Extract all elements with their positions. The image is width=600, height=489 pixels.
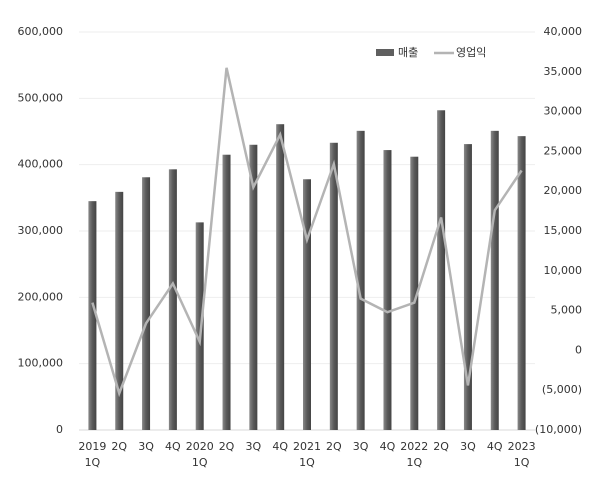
x-group-label: 2020 — [186, 440, 214, 453]
y2-tick-label: 15,000 — [544, 224, 583, 237]
y2-tick-label: 20,000 — [544, 184, 583, 197]
bar — [517, 136, 526, 431]
x-group-label: 2019 — [78, 440, 106, 453]
y2-tick-label: (5,000) — [542, 383, 582, 396]
x-group-label: 2022 — [400, 440, 428, 453]
legend-label: 매출 — [398, 46, 418, 59]
y-tick-label: 500,000 — [18, 91, 64, 104]
x-tick-label: 3Q — [460, 440, 476, 453]
bar — [249, 144, 258, 430]
y2-tick-label: 10,000 — [544, 264, 583, 277]
x-tick-label: 4Q — [380, 440, 396, 453]
x-tick-label: 2Q — [326, 440, 342, 453]
x-tick-label: 1Q — [299, 456, 315, 469]
x-tick-label: 1Q — [192, 456, 208, 469]
y2-tick-label: 25,000 — [544, 144, 583, 157]
bar — [437, 110, 446, 431]
bar — [168, 169, 177, 430]
bar — [222, 154, 231, 430]
y2-tick-label: 35,000 — [544, 65, 583, 78]
x-group-label: 2021 — [293, 440, 321, 453]
bar — [410, 156, 419, 430]
legend-label: 영업익 — [456, 46, 486, 59]
bar — [276, 124, 285, 430]
y-tick-label: 100,000 — [18, 357, 64, 370]
y2-tick-label: 0 — [575, 343, 582, 356]
bar — [490, 130, 499, 430]
bar — [195, 222, 204, 430]
y2-tick-label: 30,000 — [544, 105, 583, 118]
y-tick-label: 400,000 — [18, 158, 64, 171]
bar — [303, 179, 311, 430]
x-tick-label: 3Q — [246, 440, 262, 453]
x-tick-label: 4Q — [165, 440, 181, 453]
x-tick-label: 4Q — [487, 440, 503, 453]
bar — [356, 130, 365, 430]
x-tick-label: 2Q — [219, 440, 235, 453]
bar — [142, 177, 151, 430]
bar — [115, 191, 124, 430]
bar — [463, 144, 472, 430]
y2-tick-label: 5,000 — [551, 304, 583, 317]
legend-swatch — [376, 49, 394, 56]
bar — [383, 150, 392, 430]
y-tick-label: 200,000 — [18, 290, 64, 303]
x-tick-label: 3Q — [353, 440, 369, 453]
y-tick-label: 0 — [56, 423, 63, 436]
x-tick-label: 3Q — [138, 440, 154, 453]
y2-tick-label: 40,000 — [544, 25, 583, 38]
bar — [88, 201, 97, 430]
x-tick-label: 4Q — [272, 440, 288, 453]
x-group-label: 2023 — [508, 440, 536, 453]
y-tick-label: 300,000 — [18, 224, 64, 237]
y-tick-label: 600,000 — [18, 25, 64, 38]
line — [91, 67, 523, 398]
x-tick-label: 1Q — [514, 456, 530, 469]
x-tick-label: 1Q — [406, 456, 422, 469]
x-tick-label: 1Q — [85, 456, 101, 469]
bar — [329, 142, 338, 430]
x-tick-label: 2Q — [433, 440, 449, 453]
x-tick-label: 2Q — [111, 440, 127, 453]
y2-tick-label: (10,000) — [535, 423, 582, 436]
